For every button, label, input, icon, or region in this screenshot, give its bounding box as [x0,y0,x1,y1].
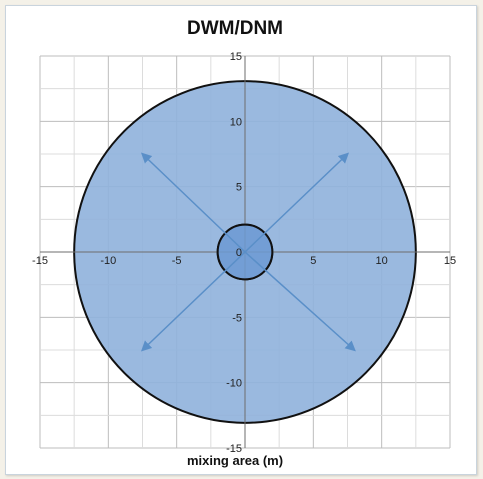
y-tick-label: 15 [230,51,242,63]
x-tick-label: 10 [376,255,388,267]
x-tick-label: 15 [444,255,456,267]
x-tick-label: -15 [32,255,48,267]
chart-title: DWM/DNM [186,18,284,39]
y-tick-label: -15 [226,443,242,455]
direction-arrow [244,152,350,253]
direction-arrow [140,152,246,253]
x-axis-label: mixing area (m) [186,453,284,468]
y-tick-label: 0 [236,247,242,259]
direction-arrow [244,251,356,352]
x-tick-label: 5 [310,255,316,267]
y-tick-label: -5 [232,312,242,324]
y-tick-label: 5 [236,182,242,194]
y-tick-label: 10 [230,116,242,128]
x-tick-label: -10 [100,255,116,267]
y-tick-label: -10 [226,378,242,390]
direction-arrow [140,251,246,352]
x-tick-label: -5 [172,255,182,267]
